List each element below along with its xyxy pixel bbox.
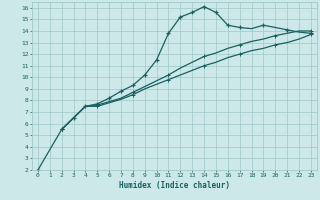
X-axis label: Humidex (Indice chaleur): Humidex (Indice chaleur) <box>119 181 230 190</box>
